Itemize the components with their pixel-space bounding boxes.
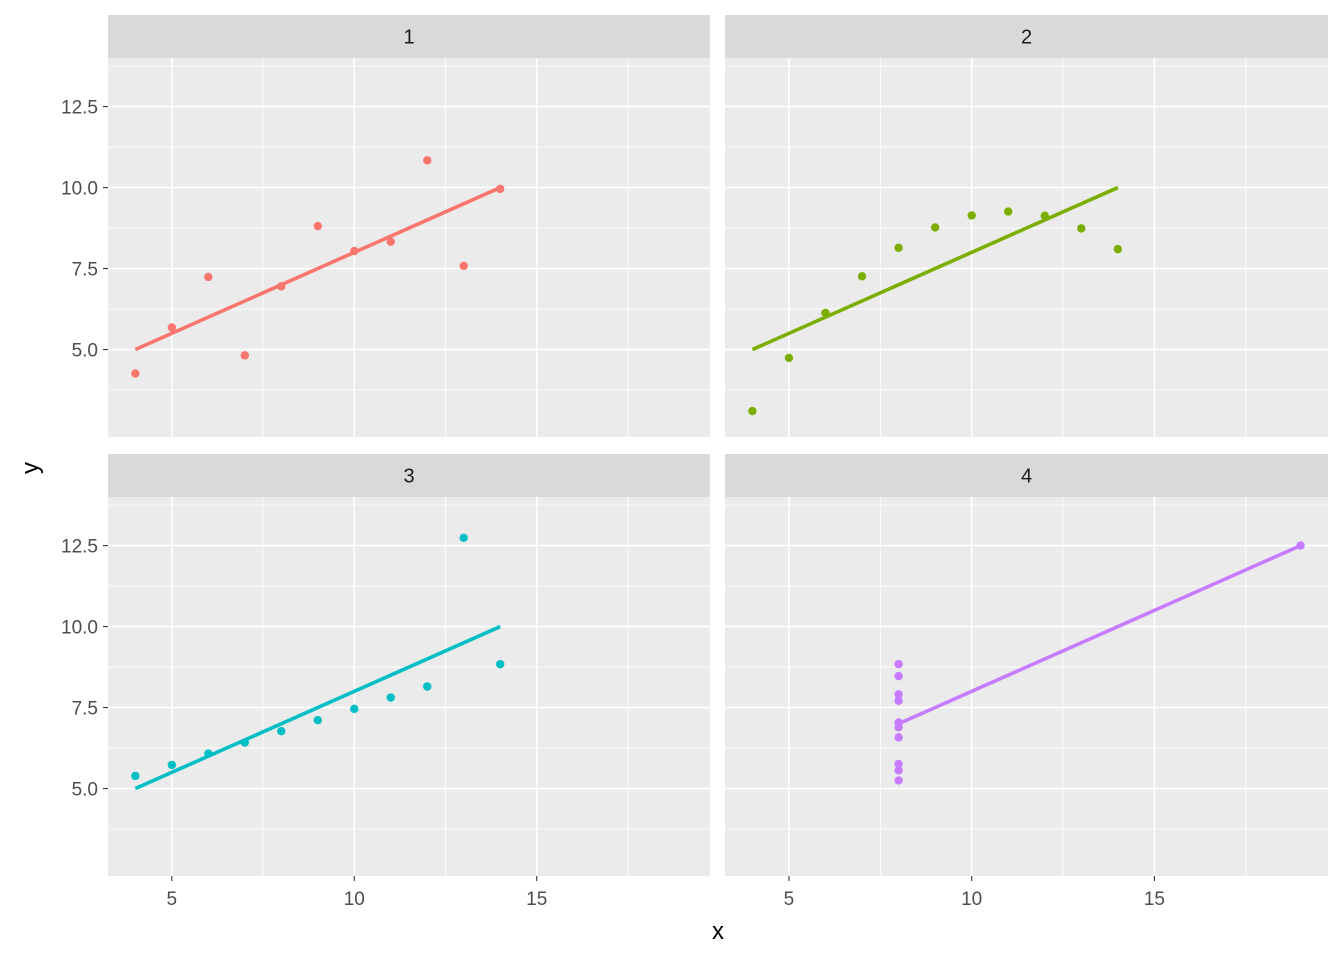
data-point xyxy=(894,243,903,253)
x-tick-label: 5 xyxy=(784,889,795,910)
data-point xyxy=(459,533,468,543)
y-tick-label: 7.5 xyxy=(72,699,98,720)
facet-panels: 1 2 3 4 xyxy=(108,15,1328,876)
axes: 5.0 7.5 10.0 12.5 5.0 7.5 10.0 12.5 5 10 15 5 10 15 xyxy=(61,98,1165,910)
facet-panel-2: 2 xyxy=(725,15,1328,437)
regression-line xyxy=(751,185,1119,352)
data-point xyxy=(784,353,794,363)
data-point xyxy=(204,749,213,758)
data-point xyxy=(1113,244,1123,254)
facet-strip xyxy=(108,15,710,58)
regression-line xyxy=(897,543,1302,726)
data-point xyxy=(894,696,903,705)
data-point xyxy=(1077,224,1086,233)
y-tick-label: 5.0 xyxy=(72,341,98,362)
data-point xyxy=(496,184,505,194)
data-point xyxy=(167,760,177,770)
data-point xyxy=(894,759,903,769)
data-point xyxy=(496,659,505,669)
data-point xyxy=(204,272,213,282)
facet-panel-1: 1 xyxy=(108,15,710,437)
panel-background xyxy=(108,497,710,876)
data-point xyxy=(423,682,432,691)
regression-line xyxy=(134,624,501,791)
facet-strip xyxy=(108,454,710,497)
data-point xyxy=(167,323,177,332)
data-point xyxy=(131,369,140,378)
data-point xyxy=(857,272,867,281)
facet-panel-4: 4 xyxy=(725,454,1328,876)
data-point xyxy=(894,776,903,785)
y-tick-label: 7.5 xyxy=(72,260,98,281)
data-point xyxy=(894,733,903,742)
y-tick-label: 5.0 xyxy=(72,780,98,801)
data-point xyxy=(894,659,903,669)
data-point xyxy=(894,723,903,732)
data-point xyxy=(386,237,395,246)
y-tick-label: 10.0 xyxy=(61,179,98,200)
data-point xyxy=(894,766,903,775)
facet-strip-label: 3 xyxy=(403,466,414,488)
x-tick-label: 10 xyxy=(344,889,365,910)
data-point xyxy=(350,704,359,714)
data-point xyxy=(459,261,468,271)
data-point xyxy=(1040,211,1049,220)
data-point xyxy=(1004,207,1013,216)
data-point xyxy=(313,221,322,231)
data-point xyxy=(131,771,140,781)
data-point xyxy=(821,308,830,318)
data-point xyxy=(313,715,322,725)
data-point xyxy=(1296,541,1305,550)
regression-line xyxy=(134,185,501,352)
data-point xyxy=(277,727,286,736)
facet-strip-label: 2 xyxy=(1021,27,1032,49)
data-point xyxy=(967,211,976,220)
data-point xyxy=(386,693,395,702)
x-tick-label: 5 xyxy=(167,889,178,910)
x-tick-label: 15 xyxy=(1144,889,1165,910)
data-point xyxy=(350,246,359,256)
facet-strip xyxy=(725,15,1328,58)
x-tick-label: 15 xyxy=(526,889,547,910)
panel-background xyxy=(725,58,1328,437)
data-point xyxy=(894,671,903,681)
data-point xyxy=(894,690,903,699)
facet-strip xyxy=(725,454,1328,497)
data-point xyxy=(423,156,432,165)
y-tick-label: 10.0 xyxy=(61,618,98,639)
data-point xyxy=(240,738,250,747)
y-axis-title: y xyxy=(17,462,44,474)
data-point xyxy=(277,282,286,291)
data-point xyxy=(748,406,757,416)
facet-strip-label: 1 xyxy=(403,27,414,49)
panel-background xyxy=(108,58,710,437)
x-tick-label: 10 xyxy=(961,889,982,910)
y-tick-label: 12.5 xyxy=(61,537,98,558)
data-point xyxy=(930,223,940,232)
x-axis-title: x xyxy=(712,918,724,945)
data-point xyxy=(240,351,250,360)
facet-panel-3: 3 xyxy=(108,454,710,876)
facet-strip-label: 4 xyxy=(1021,466,1032,488)
y-tick-label: 12.5 xyxy=(61,98,98,119)
panel-background xyxy=(725,497,1328,876)
